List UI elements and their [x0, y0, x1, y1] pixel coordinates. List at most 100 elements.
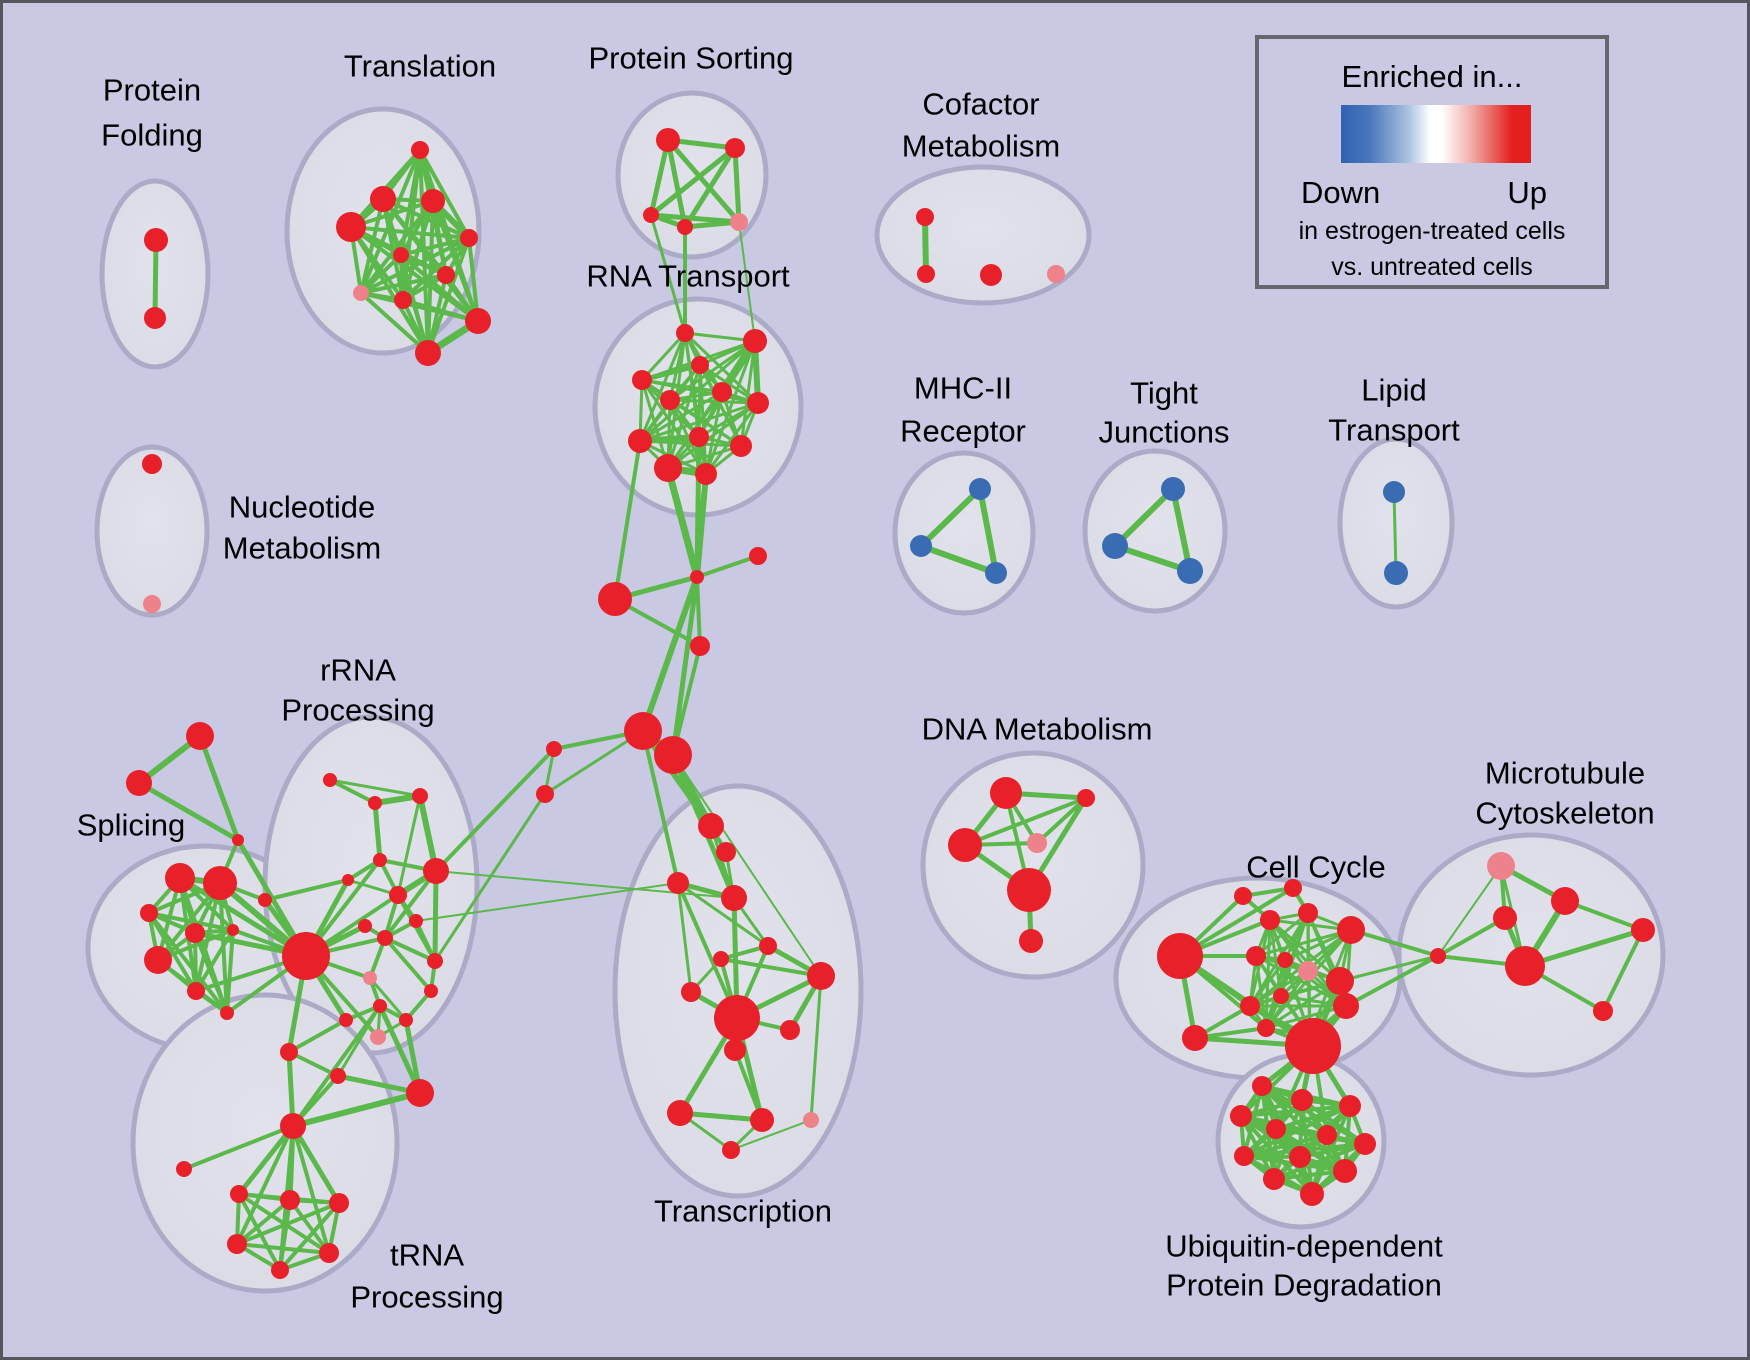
- network-node[interactable]: [415, 340, 441, 366]
- network-node[interactable]: [916, 208, 934, 226]
- network-node[interactable]: [1246, 946, 1266, 966]
- network-node[interactable]: [323, 773, 337, 787]
- network-node[interactable]: [126, 770, 152, 796]
- network-node[interactable]: [339, 1013, 353, 1027]
- network-node[interactable]: [1487, 852, 1515, 880]
- network-node[interactable]: [280, 1043, 298, 1061]
- network-node[interactable]: [1354, 1133, 1376, 1155]
- network-node[interactable]: [411, 141, 429, 159]
- network-node[interactable]: [1284, 879, 1302, 897]
- network-node[interactable]: [1047, 265, 1065, 283]
- network-node[interactable]: [643, 207, 659, 223]
- network-node[interactable]: [1430, 948, 1446, 964]
- network-node[interactable]: [598, 582, 632, 616]
- network-node[interactable]: [144, 228, 168, 252]
- network-node[interactable]: [725, 138, 745, 158]
- network-node[interactable]: [546, 741, 562, 757]
- network-node[interactable]: [990, 777, 1022, 809]
- network-node[interactable]: [1157, 933, 1203, 979]
- network-node[interactable]: [203, 866, 237, 900]
- network-node[interactable]: [1551, 887, 1579, 915]
- network-node[interactable]: [1007, 868, 1051, 912]
- network-node[interactable]: [282, 932, 330, 980]
- network-node[interactable]: [910, 535, 932, 557]
- network-node[interactable]: [743, 329, 767, 353]
- network-node[interactable]: [389, 886, 407, 904]
- network-node[interactable]: [377, 930, 393, 946]
- network-node[interactable]: [1326, 967, 1354, 995]
- network-node[interactable]: [917, 265, 935, 283]
- network-node[interactable]: [656, 128, 680, 152]
- network-node[interactable]: [144, 307, 166, 329]
- network-node[interactable]: [271, 1261, 289, 1279]
- network-node[interactable]: [713, 951, 729, 967]
- network-node[interactable]: [1177, 558, 1203, 584]
- network-node[interactable]: [667, 872, 689, 894]
- network-node[interactable]: [628, 429, 652, 453]
- network-node[interactable]: [1298, 903, 1318, 923]
- network-node[interactable]: [1277, 952, 1293, 968]
- network-node[interactable]: [1493, 906, 1517, 930]
- network-node[interactable]: [1252, 1076, 1272, 1096]
- network-node[interactable]: [230, 1185, 248, 1203]
- network-node[interactable]: [691, 356, 709, 374]
- network-node[interactable]: [220, 1006, 234, 1020]
- network-node[interactable]: [373, 999, 387, 1013]
- network-node[interactable]: [667, 1100, 693, 1126]
- network-node[interactable]: [690, 636, 710, 656]
- network-node[interactable]: [654, 454, 682, 482]
- network-node[interactable]: [985, 562, 1007, 584]
- network-node[interactable]: [948, 828, 982, 862]
- network-node[interactable]: [681, 982, 701, 1002]
- network-node[interactable]: [660, 390, 680, 410]
- network-node[interactable]: [716, 842, 736, 862]
- network-node[interactable]: [1266, 1119, 1286, 1139]
- network-node[interactable]: [676, 324, 694, 342]
- network-node[interactable]: [712, 382, 732, 402]
- network-node[interactable]: [1260, 910, 1280, 930]
- network-node[interactable]: [280, 1190, 300, 1210]
- network-node[interactable]: [363, 971, 377, 985]
- network-node[interactable]: [406, 1079, 434, 1107]
- network-node[interactable]: [695, 463, 717, 485]
- network-node[interactable]: [747, 392, 769, 414]
- network-node[interactable]: [780, 1020, 800, 1040]
- network-node[interactable]: [724, 1039, 746, 1061]
- network-node[interactable]: [258, 893, 272, 907]
- network-node[interactable]: [1289, 1146, 1311, 1168]
- network-node[interactable]: [654, 736, 692, 774]
- network-node[interactable]: [330, 1068, 346, 1084]
- network-node[interactable]: [185, 923, 205, 943]
- network-node[interactable]: [368, 796, 382, 810]
- network-node[interactable]: [329, 1193, 349, 1213]
- network-node[interactable]: [714, 995, 760, 1041]
- network-node[interactable]: [759, 937, 777, 955]
- network-node[interactable]: [632, 370, 652, 390]
- network-node[interactable]: [187, 982, 205, 1000]
- network-node[interactable]: [412, 788, 428, 804]
- network-node[interactable]: [721, 885, 747, 911]
- network-node[interactable]: [536, 785, 554, 803]
- network-node[interactable]: [421, 189, 445, 213]
- network-node[interactable]: [176, 1161, 192, 1177]
- network-node[interactable]: [1384, 561, 1408, 585]
- network-node[interactable]: [807, 962, 835, 990]
- network-node[interactable]: [730, 435, 752, 457]
- network-node[interactable]: [1333, 1159, 1357, 1183]
- network-node[interactable]: [186, 722, 214, 750]
- network-node[interactable]: [465, 308, 491, 334]
- network-node[interactable]: [1182, 1025, 1208, 1051]
- network-node[interactable]: [722, 1141, 740, 1159]
- network-node[interactable]: [1077, 789, 1095, 807]
- network-node[interactable]: [1300, 1182, 1324, 1206]
- network-node[interactable]: [1285, 1018, 1341, 1074]
- network-node[interactable]: [399, 1013, 413, 1027]
- network-node[interactable]: [1383, 481, 1405, 503]
- network-node[interactable]: [1273, 988, 1289, 1004]
- network-node[interactable]: [690, 570, 704, 584]
- network-node[interactable]: [803, 1112, 819, 1128]
- network-node[interactable]: [1240, 996, 1260, 1016]
- network-node[interactable]: [140, 904, 158, 922]
- network-node[interactable]: [460, 229, 478, 247]
- network-node[interactable]: [980, 264, 1002, 286]
